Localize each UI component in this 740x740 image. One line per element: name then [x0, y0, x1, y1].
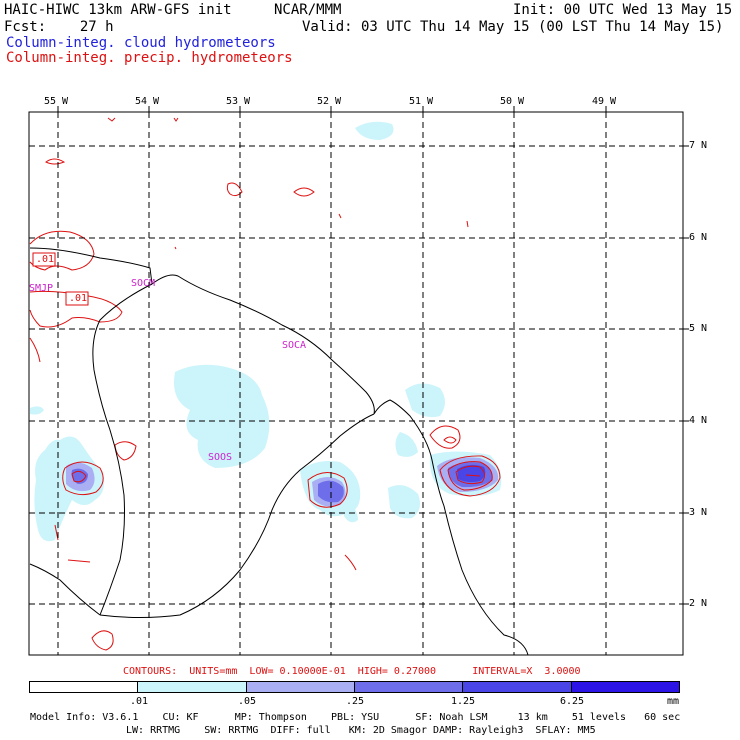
model-title: HAIC-HIWC 13km ARW-GFS init: [4, 2, 232, 18]
field-cloud-label: Column-integ. cloud hydrometeors: [6, 35, 276, 51]
color-bar-bin: [463, 682, 572, 692]
station-label: SOOS: [208, 452, 233, 463]
color-bar-bin: [30, 682, 139, 692]
cloud-fill-darker: [457, 464, 486, 483]
color-bar-bin: [354, 682, 464, 692]
contour-label: .01: [69, 293, 88, 304]
lat-label: 7 N: [689, 140, 708, 151]
lon-label: 50 W: [500, 96, 525, 107]
color-bar-bin: [571, 682, 679, 692]
lat-label: 2 N: [689, 598, 708, 609]
org-label: NCAR/MMM: [274, 2, 342, 18]
contour-label-box: [65, 291, 89, 306]
lat-label: 4 N: [689, 415, 708, 426]
lon-label: 51 W: [409, 96, 434, 107]
color-bar-bin: [138, 682, 247, 692]
station-label: SOCM: [131, 278, 156, 289]
axis-ticks: [57, 106, 689, 605]
color-bar-tick: 6.25: [560, 696, 585, 707]
lat-label: 6 N: [689, 232, 708, 243]
color-bar-tick: .25: [346, 696, 365, 707]
cloud-fill-light: [30, 121, 502, 542]
color-bar-tick: .05: [238, 696, 257, 707]
contour-label: .01: [36, 254, 55, 265]
field-precip-label: Column-integ. precip. hydrometeors: [6, 50, 293, 66]
lon-label: 49 W: [592, 96, 617, 107]
model-info-line1: Model Info: V3.6.1 CU: KF MP: Thompson P…: [30, 712, 681, 723]
color-bar-tick: .01: [130, 696, 149, 707]
plot-frame: [28, 111, 684, 656]
valid-time: Valid: 03 UTC Thu 14 May 15 (00 LST Thu …: [302, 19, 724, 35]
lat-label: 5 N: [689, 323, 708, 334]
color-bar: [29, 681, 680, 693]
lon-label: 53 W: [226, 96, 251, 107]
lat-lon-grid: [29, 112, 683, 655]
contour-info: CONTOURS: UNITS=mm LOW= 0.10000E-01 HIGH…: [123, 666, 581, 677]
precip-contours: [29, 117, 501, 651]
forecast-hour: Fcst: 27 h: [4, 19, 114, 35]
coastlines: [29, 247, 529, 656]
lat-label: 3 N: [689, 507, 708, 518]
contour-label-box: [32, 252, 56, 267]
init-time: Init: 00 UTC Wed 13 May 15: [513, 2, 733, 18]
lon-label: 54 W: [135, 96, 160, 107]
color-bar-tick: 1.25: [451, 696, 476, 707]
cloud-fill-dark: [71, 462, 493, 503]
color-bar-bin: [246, 682, 355, 692]
model-info-line2: LW: RRTMG SW: RRTMG DIFF: full KM: 2D Sm…: [126, 725, 596, 736]
lon-label: 55 W: [44, 96, 69, 107]
color-bar-unit: mm: [667, 696, 680, 707]
station-label: SMJP: [29, 283, 54, 294]
lon-label: 52 W: [317, 96, 342, 107]
station-label: SOCA: [282, 340, 307, 351]
